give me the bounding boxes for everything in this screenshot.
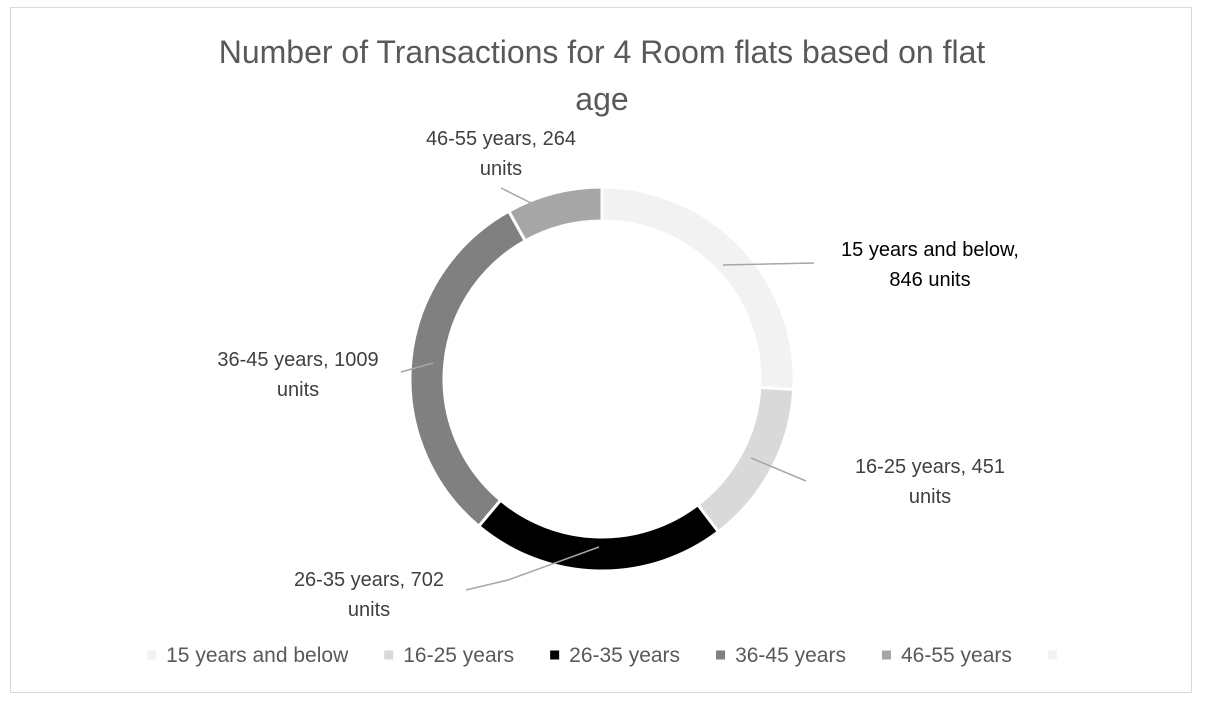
chart-title-line: Number of Transactions for 4 Room flats … <box>219 34 986 70</box>
data-label: units <box>480 158 522 180</box>
doughnut-slices <box>408 185 796 573</box>
data-label: 15 years and below, <box>841 239 1019 261</box>
doughnut-slice-2 <box>695 385 796 534</box>
leader-line-1 <box>722 262 815 266</box>
leader-lines <box>400 187 815 591</box>
leader-line-2 <box>750 457 807 482</box>
chart-title-line: age <box>575 81 628 117</box>
legend-entry-2: 16-25 years <box>384 644 514 667</box>
data-label: units <box>277 379 319 401</box>
legend-label: 36-45 years <box>735 644 846 667</box>
legend-entry-1: 15 years and below <box>147 644 349 667</box>
legend-entry-6 <box>1047 650 1057 660</box>
data-labels: 15 years and below, 846 units 16-25 years,… <box>217 128 1019 621</box>
legend-marker <box>550 650 560 660</box>
doughnut-slice-1 <box>600 185 796 391</box>
data-label: units <box>348 599 390 621</box>
data-label: 36-45 years, 1009 <box>217 349 378 371</box>
leader-line-4 <box>400 362 434 373</box>
leader-line-3 <box>465 546 600 591</box>
legend-marker <box>384 650 394 660</box>
legend-label: 46-55 years <box>901 644 1012 667</box>
doughnut-slice-5 <box>506 185 604 243</box>
doughnut-chart: Number of Transactions for 4 Room flats … <box>147 34 1057 667</box>
data-label: 16-25 years, 451 <box>855 456 1005 478</box>
doughnut-slice-4 <box>408 209 528 529</box>
legend-entry-3: 26-35 years <box>550 644 680 667</box>
leader-line-5 <box>500 187 532 204</box>
legend-label: 26-35 years <box>569 644 680 667</box>
legend-entry-5: 46-55 years <box>881 644 1012 667</box>
data-label: 46-55 years, 264 <box>426 128 576 150</box>
data-label: 26-35 years, 702 <box>294 569 444 591</box>
legend-label: 15 years and below <box>166 644 349 667</box>
chart-area: Number of Transactions for 4 Room flats … <box>10 7 1192 693</box>
legend-marker <box>147 650 157 660</box>
legend-marker <box>716 650 726 660</box>
doughnut-slice-3 <box>476 498 721 573</box>
legend: 15 years and below 16-25 years 26-35 years… <box>147 644 1057 667</box>
legend-label: 16-25 years <box>403 644 514 667</box>
legend-marker <box>1047 650 1057 660</box>
chart-title: Number of Transactions for 4 Room flats … <box>219 34 986 117</box>
legend-marker <box>881 650 891 660</box>
legend-entry-4: 36-45 years <box>716 644 846 667</box>
data-label: 846 units <box>889 269 970 291</box>
data-label: units <box>909 486 951 508</box>
